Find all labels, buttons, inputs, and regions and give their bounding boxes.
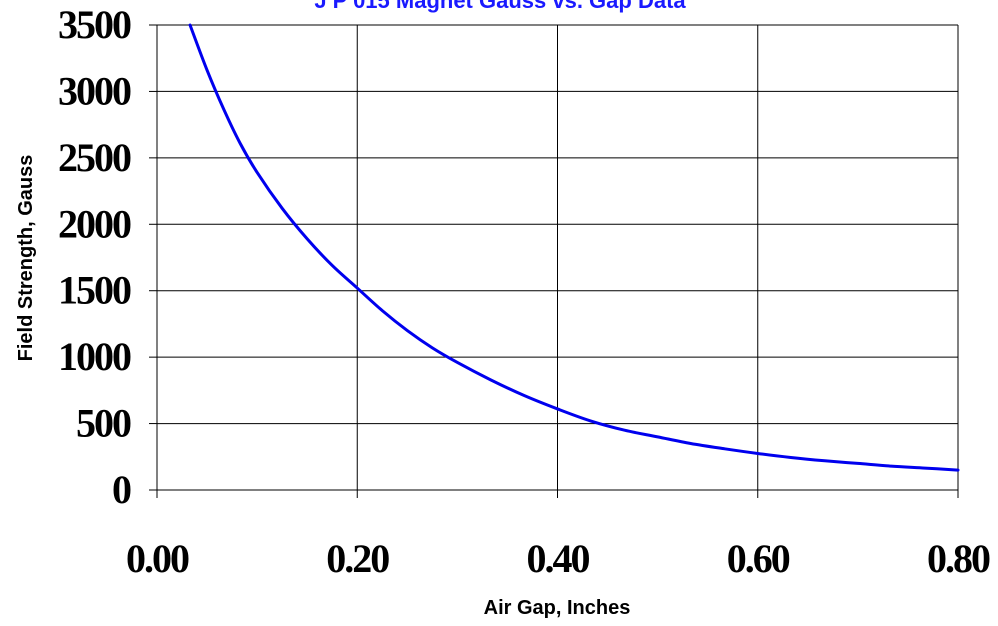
- y-tick-label: 2500: [58, 135, 131, 180]
- x-tick-label: 0.00: [126, 536, 189, 581]
- y-axis-label: Field Strength, Gauss: [15, 155, 37, 362]
- x-tick-label: 0.80: [927, 536, 990, 581]
- y-tick-label: 1500: [58, 268, 131, 313]
- x-tick-label: 0.60: [727, 536, 790, 581]
- y-tick-label: 2000: [58, 201, 131, 246]
- y-tick-label: 0: [112, 467, 131, 512]
- y-tick-label: 3500: [58, 2, 131, 47]
- x-tick-label: 0.20: [326, 536, 389, 581]
- y-tick-label: 1000: [58, 334, 131, 379]
- x-axis-label: Air Gap, Inches: [484, 597, 631, 619]
- grid: [157, 24, 959, 490]
- x-tick-labels: 0.00 0.20 0.40 0.60 0.80: [126, 536, 992, 581]
- y-tick-label: 500: [76, 401, 131, 446]
- series-line: [188, 23, 960, 472]
- x-tick-label: 0.40: [527, 536, 590, 581]
- series-group: [188, 23, 960, 472]
- y-tick-label: 3000: [58, 68, 131, 113]
- y-tick-labels: 0 500 1000 1500 2000 2500 3000 3500: [58, 2, 133, 512]
- chart-title: J P 015 Magnet Gauss vs. Gap Data: [314, 0, 686, 13]
- axes: [149, 24, 959, 498]
